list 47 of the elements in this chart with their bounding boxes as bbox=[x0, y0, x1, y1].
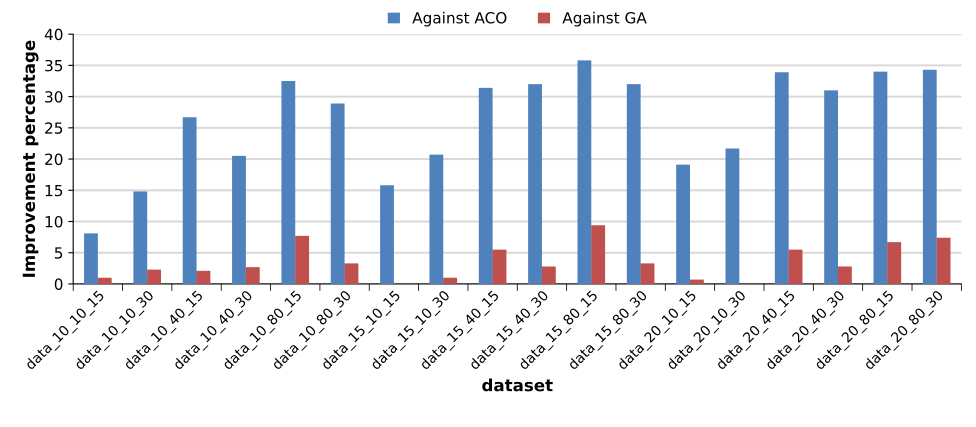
bar bbox=[246, 267, 260, 284]
bar bbox=[528, 84, 542, 284]
bar bbox=[922, 70, 937, 284]
bar bbox=[936, 238, 951, 284]
bar bbox=[478, 88, 493, 284]
y-axis-title: Improvement percentage bbox=[22, 40, 38, 277]
bar bbox=[344, 263, 358, 284]
bar bbox=[577, 60, 592, 284]
y-tick-label: 30 bbox=[45, 91, 62, 103]
bar bbox=[676, 164, 690, 284]
y-tick-label: 10 bbox=[46, 216, 62, 228]
y-tick-label: 0 bbox=[54, 278, 62, 290]
bar bbox=[492, 250, 506, 284]
bar bbox=[182, 117, 197, 284]
x-axis-title: dataset bbox=[482, 378, 553, 392]
legend-label: Against ACO bbox=[412, 12, 506, 27]
y-tick-label: 25 bbox=[45, 122, 62, 134]
bar bbox=[295, 236, 310, 284]
y-tick-label: 20 bbox=[45, 154, 62, 166]
bar bbox=[788, 250, 802, 284]
bar bbox=[133, 192, 148, 284]
y-tick-label: 5 bbox=[54, 247, 62, 259]
bar bbox=[626, 84, 641, 284]
bar bbox=[838, 266, 852, 284]
bar bbox=[874, 72, 888, 284]
y-tick-label: 35 bbox=[45, 60, 62, 72]
bar bbox=[98, 278, 112, 284]
bar bbox=[147, 270, 162, 284]
y-tick-label: 40 bbox=[44, 28, 62, 40]
bar bbox=[380, 185, 394, 284]
bar bbox=[824, 90, 838, 284]
bar bbox=[690, 280, 704, 284]
legend-label: Against GA bbox=[562, 12, 647, 27]
bar bbox=[84, 233, 98, 284]
y-tick-label: 15 bbox=[46, 184, 62, 196]
bar bbox=[443, 278, 458, 284]
bar bbox=[330, 103, 345, 284]
bar bbox=[591, 225, 606, 284]
bar bbox=[640, 263, 654, 284]
bar bbox=[774, 72, 789, 284]
bar bbox=[887, 242, 902, 284]
bar bbox=[429, 154, 444, 284]
bar bbox=[196, 270, 210, 284]
bar bbox=[281, 80, 296, 284]
bar bbox=[232, 156, 246, 284]
bar bbox=[726, 148, 740, 284]
bar bbox=[542, 266, 556, 284]
